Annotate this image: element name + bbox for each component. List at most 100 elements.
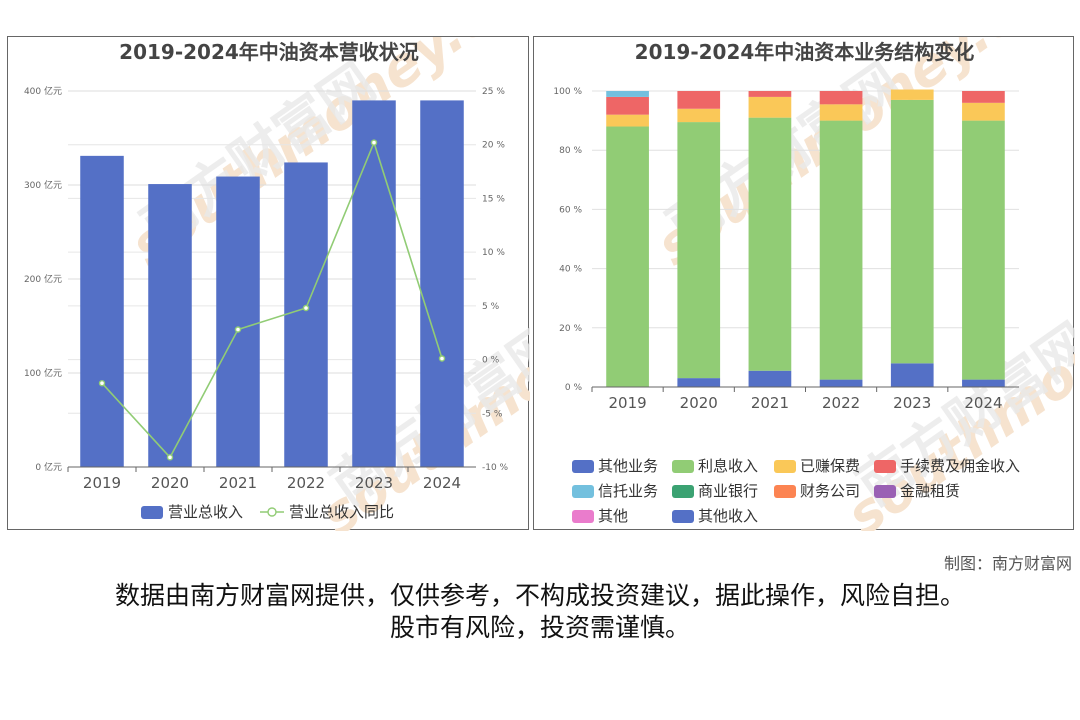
bar-segment xyxy=(890,363,934,387)
point-yoy xyxy=(302,304,310,312)
chart-title: 2019-2024年中油资本业务结构变化 xyxy=(635,40,975,64)
structure-chart-panel: southmoney.com南方财富网southmoney.com南方财富网20… xyxy=(533,36,1075,531)
y-right-tick-label: -5 % xyxy=(482,409,503,419)
bar-segment xyxy=(890,89,934,100)
legend-swatch xyxy=(874,485,896,498)
bar-revenue xyxy=(420,100,464,468)
legend-swatch xyxy=(572,485,594,498)
legend-label: 金融租赁 xyxy=(900,482,960,500)
bar-segment xyxy=(890,99,934,364)
legend-swatch xyxy=(672,485,694,498)
y-tick-label: 100 % xyxy=(553,87,582,97)
legend-swatch xyxy=(874,460,896,473)
point-yoy xyxy=(166,454,174,461)
y-right-tick-label: 5 % xyxy=(482,302,500,312)
bar-segment xyxy=(962,379,1005,387)
x-tick-label: 2019 xyxy=(83,474,121,492)
x-tick-label: 2024 xyxy=(964,394,1002,412)
point-yoy xyxy=(98,380,106,387)
legend-label: 利息收入 xyxy=(698,457,758,475)
bar-segment xyxy=(962,102,1005,121)
legend-swatch xyxy=(774,485,796,498)
legend-label: 手续费及佣金收入 xyxy=(900,457,1020,475)
point-yoy xyxy=(234,326,242,333)
legend-label-revenue: 营业总收入 xyxy=(168,503,243,521)
legend-label: 信托业务 xyxy=(598,482,658,500)
legend-swatch xyxy=(572,460,594,473)
point-yoy xyxy=(438,355,446,362)
disclaimer-line-2: 股市有风险，投资需谨慎。 xyxy=(389,613,690,642)
legend-swatch-revenue xyxy=(141,506,163,519)
legend-label: 其他业务 xyxy=(598,457,658,475)
bar-revenue xyxy=(352,100,396,468)
x-tick-label: 2023 xyxy=(355,474,393,492)
legend-label: 已赚保费 xyxy=(800,457,860,475)
legend-swatch-yoy-marker xyxy=(267,507,277,517)
bar-revenue xyxy=(216,176,260,468)
chart-title: 2019-2024年中油资本营收状况 xyxy=(119,40,419,64)
y-left-tick-label: 300 亿元 xyxy=(24,179,62,191)
legend-swatch xyxy=(672,510,694,523)
point-yoy xyxy=(370,139,378,146)
x-tick-label: 2021 xyxy=(751,394,789,412)
structure-chart: southmoney.com南方财富网southmoney.com南方财富网20… xyxy=(553,37,1075,531)
bar-segment xyxy=(748,96,792,118)
bar-segment xyxy=(819,379,863,387)
bar-segment xyxy=(677,122,721,379)
bar-segment xyxy=(819,91,863,105)
bar-segment xyxy=(677,91,721,109)
y-right-tick-label: -10 % xyxy=(482,463,509,473)
bar-segment xyxy=(819,104,863,121)
x-tick-label: 2020 xyxy=(680,394,718,412)
bar-segment xyxy=(962,91,1005,103)
x-tick-label: 2021 xyxy=(219,474,257,492)
line-yoy xyxy=(101,140,443,459)
bar-segment xyxy=(748,370,792,387)
bar-segment xyxy=(606,91,649,97)
disclaimer: 数据由南方财富网提供，仅供参考，不构成投资建议，据此操作，风险自担。 股市有风险… xyxy=(0,580,1080,644)
y-left-tick-label: 100 亿元 xyxy=(24,367,62,379)
y-left-tick-label: 400 亿元 xyxy=(24,85,62,97)
bar-revenue xyxy=(148,184,192,467)
bar-segment xyxy=(962,120,1005,380)
y-right-tick-label: 15 % xyxy=(482,194,505,204)
bar-segment xyxy=(677,378,721,387)
bar-segment xyxy=(748,117,792,371)
bar-segment xyxy=(748,91,792,97)
y-tick-label: 0 % xyxy=(565,383,583,393)
x-tick-label: 2022 xyxy=(822,394,860,412)
y-tick-label: 40 % xyxy=(559,265,582,275)
disclaimer-line-1: 数据由南方财富网提供，仅供参考，不构成投资建议，据此操作，风险自担。 xyxy=(114,581,965,610)
y-right-tick-label: 20 % xyxy=(482,141,505,151)
bar-segment xyxy=(606,126,649,388)
y-tick-label: 60 % xyxy=(559,205,582,215)
legend-swatch xyxy=(572,510,594,523)
y-tick-label: 20 % xyxy=(559,324,582,334)
legend-label: 财务公司 xyxy=(800,482,860,500)
x-tick-label: 2023 xyxy=(893,394,931,412)
legend-label: 其他收入 xyxy=(698,507,758,525)
x-tick-label: 2022 xyxy=(287,474,325,492)
bar-segment xyxy=(819,120,863,380)
revenue-chart: southmoney.com南方财富网southmoney.com南方财富网20… xyxy=(24,37,530,531)
bar-segment xyxy=(606,96,649,115)
revenue-chart-panel: southmoney.com南方财富网southmoney.com南方财富网20… xyxy=(7,36,530,531)
legend-swatch xyxy=(672,460,694,473)
bar-segment xyxy=(606,114,649,127)
y-right-tick-label: 10 % xyxy=(482,248,505,258)
bar-revenue xyxy=(80,155,124,468)
y-tick-label: 80 % xyxy=(559,146,582,156)
bar-revenue xyxy=(284,162,328,467)
legend-label: 商业银行 xyxy=(698,482,758,500)
legend-swatch xyxy=(774,460,796,473)
legend-label-yoy: 营业总收入同比 xyxy=(289,503,394,521)
y-right-tick-label: 25 % xyxy=(482,87,505,97)
x-tick-label: 2024 xyxy=(423,474,461,492)
y-left-tick-label: 0 亿元 xyxy=(35,461,62,473)
x-tick-label: 2020 xyxy=(151,474,189,492)
bar-segment xyxy=(677,108,721,123)
x-tick-label: 2019 xyxy=(608,394,646,412)
y-left-tick-label: 200 亿元 xyxy=(24,273,62,285)
y-right-tick-label: 0 % xyxy=(482,356,500,366)
legend-label: 其他 xyxy=(598,507,628,525)
